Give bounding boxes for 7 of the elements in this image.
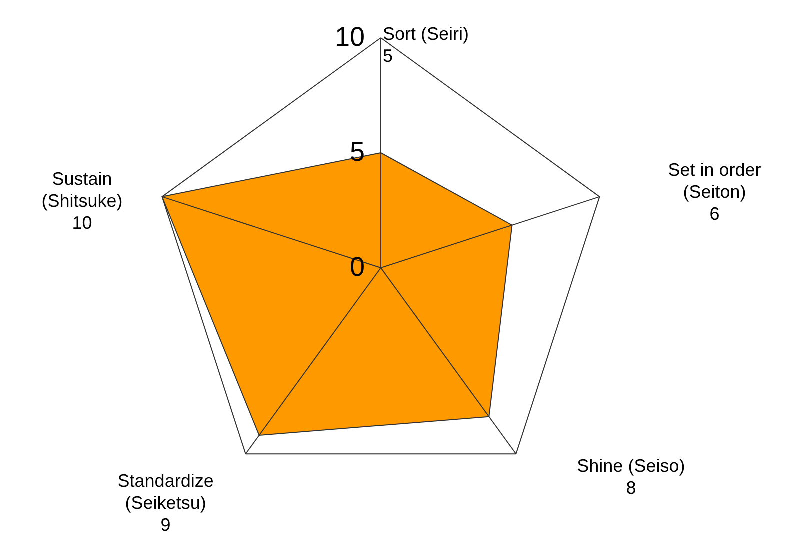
spoke-label: Standardize (Seiketsu) 9 bbox=[118, 471, 214, 534]
y-tick-label: 0 bbox=[350, 252, 365, 282]
spoke-label: Set in order (Seiton) 6 bbox=[668, 160, 762, 224]
spoke-label: Sort (Seiri) 5 bbox=[383, 24, 470, 66]
y-tick-label: 10 bbox=[334, 22, 365, 52]
spoke-label: Shine (Seiso) 8 bbox=[577, 456, 686, 498]
spoke-label: Sustain (Shitsuke) 10 bbox=[42, 168, 123, 233]
